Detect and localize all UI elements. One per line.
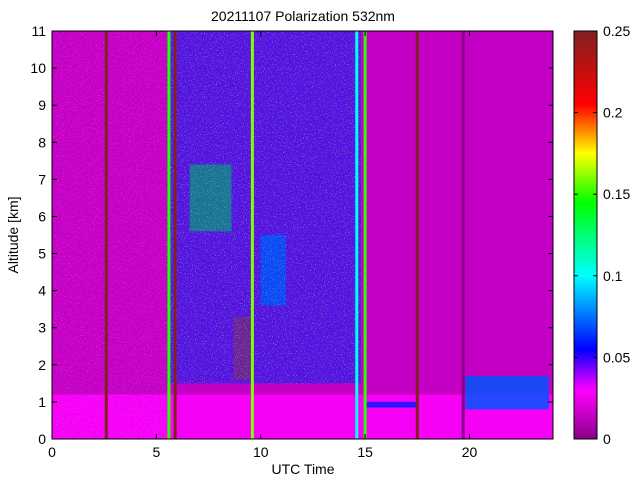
y-tick-label: 0 (38, 431, 46, 447)
x-tick-label: 10 (253, 444, 269, 460)
vertical-stripe (104, 31, 108, 439)
y-tick-label: 9 (38, 97, 46, 113)
colorbar-tick-label: 0.2 (603, 105, 623, 121)
y-tick-label: 6 (38, 208, 46, 224)
vertical-stripe (167, 31, 171, 439)
vertical-stripe (363, 31, 367, 439)
y-tick-label: 7 (38, 171, 46, 187)
plot-frame (51, 30, 554, 440)
x-tick-label: 0 (48, 444, 56, 460)
y-tick-label: 1 (38, 394, 46, 410)
vertical-stripe (415, 31, 419, 439)
vertical-stripe (250, 31, 254, 439)
vertical-stripe (461, 31, 465, 439)
plot-area (52, 31, 553, 439)
x-axis-label: UTC Time (272, 461, 335, 477)
y-tick-label: 11 (31, 23, 46, 39)
chart-title: 20211107 Polarization 532nm (211, 8, 395, 24)
y-tick-label: 2 (38, 357, 46, 373)
x-tick-label: 20 (462, 444, 478, 460)
y-tick-label: 8 (38, 134, 46, 150)
feature-cloud-layer (365, 401, 418, 408)
colorbar (573, 30, 598, 440)
colorbar-tick-label: 0 (603, 431, 611, 447)
colorbar-tick-label: 0.25 (603, 23, 630, 39)
colorbar-ticks: 0 0.05 0.1 0.15 0.2 0.25 (574, 23, 630, 447)
x-axis: 0 5 10 15 20 (48, 31, 477, 460)
x-tick-label: 15 (357, 444, 373, 460)
y-axis-label: Altitude [km] (5, 196, 21, 273)
vertical-stripe (173, 31, 177, 439)
colorbar-tick-label: 0.15 (603, 186, 630, 202)
vertical-stripe (355, 31, 359, 439)
x-tick-label: 5 (152, 444, 160, 460)
y-tick-label: 3 (38, 320, 46, 336)
y-tick-label: 10 (30, 60, 46, 76)
noise-speckle-early (52, 31, 178, 439)
colorbar-tick-label: 0.05 (603, 349, 630, 365)
colorbar-tick-label: 0.1 (603, 268, 623, 284)
y-tick-label: 5 (38, 246, 46, 262)
noise-speckle (166, 31, 361, 384)
y-axis: 0 1 2 3 4 5 6 7 8 9 10 11 (30, 23, 553, 447)
feature-cloud-layer-late (465, 375, 549, 410)
y-tick-label: 4 (38, 283, 46, 299)
